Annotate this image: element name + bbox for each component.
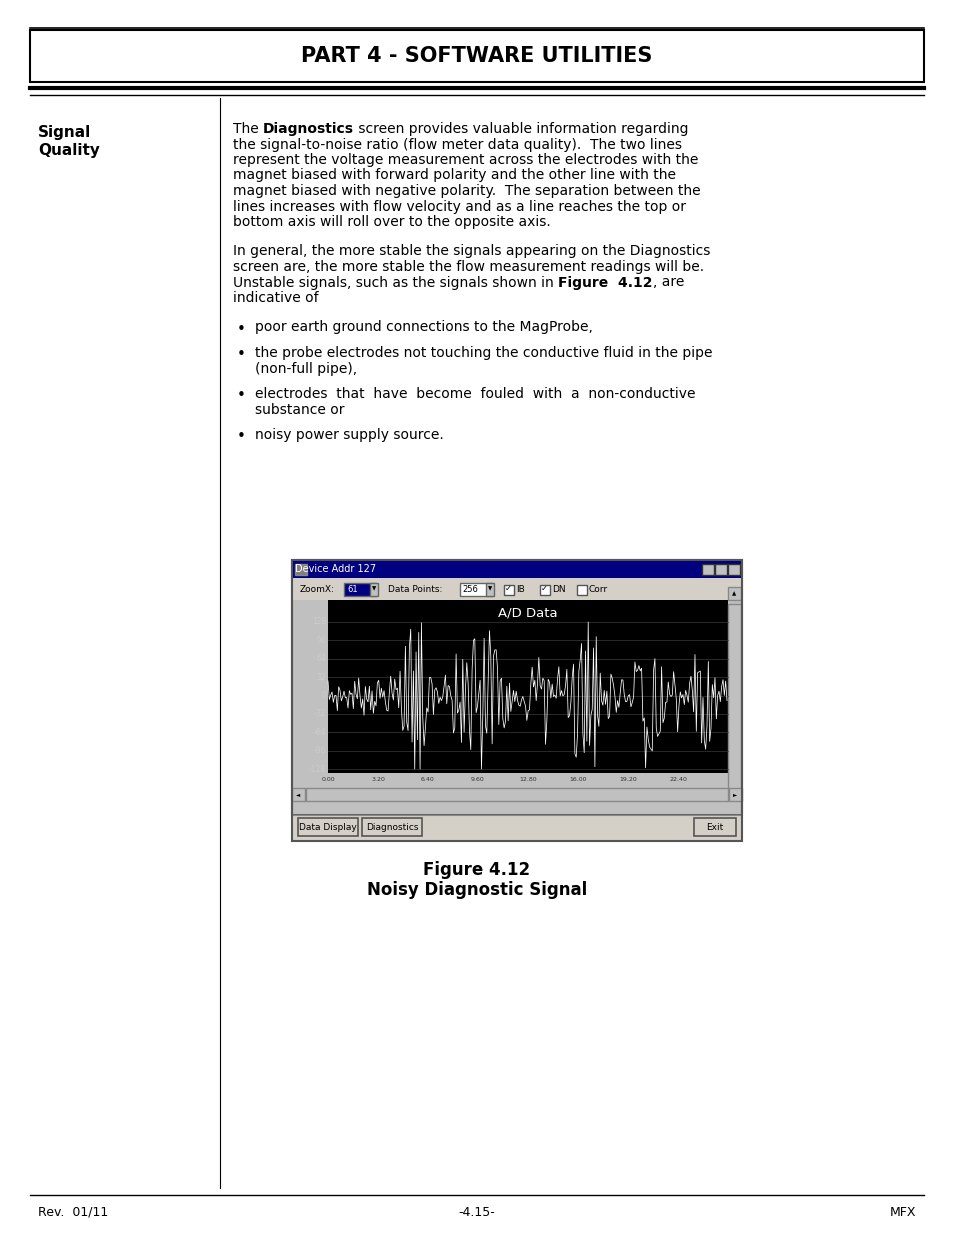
Text: (non-full pipe),: (non-full pipe), <box>254 362 356 375</box>
Text: magnet biased with negative polarity.  The separation between the: magnet biased with negative polarity. Th… <box>233 184 700 198</box>
Text: ✓: ✓ <box>540 583 547 593</box>
Text: ▼: ▼ <box>488 587 492 592</box>
Text: Data Points:: Data Points: <box>388 584 442 594</box>
Bar <box>727 604 740 790</box>
Bar <box>701 564 713 576</box>
Text: The: The <box>233 122 263 136</box>
Text: •: • <box>236 321 246 336</box>
Bar <box>292 559 741 815</box>
Text: IB: IB <box>516 584 524 594</box>
Bar <box>361 818 421 836</box>
Text: indicative of: indicative of <box>233 291 318 305</box>
Bar <box>727 564 740 576</box>
Text: electrodes  that  have  become  fouled  with  a  non-conductive: electrodes that have become fouled with … <box>254 387 695 401</box>
Text: poor earth ground connections to the MagProbe,: poor earth ground connections to the Mag… <box>254 321 592 335</box>
Text: , are: , are <box>652 275 683 289</box>
Text: 128: 128 <box>312 618 326 626</box>
Text: 16.00: 16.00 <box>569 777 586 782</box>
Text: -4.15-: -4.15- <box>458 1205 495 1219</box>
Text: 61: 61 <box>347 584 357 594</box>
Text: noisy power supply source.: noisy power supply source. <box>254 429 443 442</box>
Text: Figure 4.12: Figure 4.12 <box>423 861 530 879</box>
Text: -32: -32 <box>314 709 326 719</box>
Text: •: • <box>236 347 246 362</box>
Text: A/D Data: A/D Data <box>497 606 558 620</box>
Text: Data Display: Data Display <box>299 823 356 831</box>
Text: ▼: ▼ <box>372 587 375 592</box>
Text: 22.40: 22.40 <box>668 777 686 782</box>
Text: PART 4 - SOFTWARE UTILITIES: PART 4 - SOFTWARE UTILITIES <box>301 46 652 65</box>
Text: Diagnostics: Diagnostics <box>365 823 417 831</box>
Text: Figure  4.12: Figure 4.12 <box>558 275 652 289</box>
Text: 256: 256 <box>461 584 477 594</box>
Bar <box>292 578 741 600</box>
Text: lines increases with flow velocity and as a line reaches the top or: lines increases with flow velocity and a… <box>233 200 685 214</box>
Bar <box>693 818 735 836</box>
Text: Diagnostics: Diagnostics <box>263 122 354 136</box>
Bar <box>297 818 357 836</box>
Text: 9.60: 9.60 <box>471 777 484 782</box>
Bar <box>728 788 741 802</box>
Bar <box>344 583 375 597</box>
Bar <box>727 587 740 600</box>
Text: ZoomX:: ZoomX: <box>299 584 335 594</box>
Text: ►: ► <box>732 793 737 798</box>
Text: -96: -96 <box>314 746 326 755</box>
Text: 96: 96 <box>315 636 326 645</box>
Bar <box>292 788 305 802</box>
Text: Signal: Signal <box>38 125 91 140</box>
Text: Rev.  01/11: Rev. 01/11 <box>38 1205 108 1219</box>
Bar <box>328 600 727 773</box>
Text: 0: 0 <box>321 692 326 700</box>
Bar <box>577 585 586 595</box>
Bar <box>370 583 377 597</box>
Text: the probe electrodes not touching the conductive fluid in the pipe: the probe electrodes not touching the co… <box>254 346 712 359</box>
Text: 0.00: 0.00 <box>321 777 335 782</box>
Text: 6.40: 6.40 <box>420 777 435 782</box>
Text: 19.20: 19.20 <box>618 777 637 782</box>
Text: •: • <box>236 388 246 403</box>
Bar <box>292 559 741 578</box>
Text: Unstable signals, such as the signals shown in: Unstable signals, such as the signals sh… <box>233 275 558 289</box>
Text: ✓: ✓ <box>504 583 512 593</box>
Bar <box>294 564 307 576</box>
Text: Exit: Exit <box>705 823 723 831</box>
Text: ◄: ◄ <box>295 793 300 798</box>
Text: screen are, the more stable the flow measurement readings will be.: screen are, the more stable the flow mea… <box>233 261 703 274</box>
Text: magnet biased with forward polarity and the other line with the: magnet biased with forward polarity and … <box>233 168 676 183</box>
Text: substance or: substance or <box>254 403 344 416</box>
Text: Device Addr 127: Device Addr 127 <box>294 564 375 574</box>
Text: ▲: ▲ <box>731 592 736 597</box>
Text: -64: -64 <box>314 727 326 737</box>
Bar <box>485 583 494 597</box>
Bar <box>503 585 514 595</box>
Bar <box>459 583 492 597</box>
Text: screen provides valuable information regarding: screen provides valuable information reg… <box>354 122 688 136</box>
Bar <box>30 30 923 82</box>
Bar <box>292 559 741 841</box>
Text: -128: -128 <box>309 764 326 773</box>
Text: 32: 32 <box>316 673 326 682</box>
Text: 64: 64 <box>315 655 326 663</box>
Bar <box>539 585 550 595</box>
Text: 3.20: 3.20 <box>371 777 384 782</box>
Text: MFX: MFX <box>888 1205 915 1219</box>
Text: •: • <box>236 429 246 445</box>
Text: 12.80: 12.80 <box>518 777 537 782</box>
Text: represent the voltage measurement across the electrodes with the: represent the voltage measurement across… <box>233 153 698 167</box>
Bar <box>306 788 727 802</box>
Text: the signal-to-noise ratio (flow meter data quality).  The two lines: the signal-to-noise ratio (flow meter da… <box>233 137 681 152</box>
Text: Corr: Corr <box>588 584 607 594</box>
Text: In general, the more stable the signals appearing on the Diagnostics: In general, the more stable the signals … <box>233 245 710 258</box>
Bar <box>714 564 726 576</box>
Bar <box>292 815 741 841</box>
Text: bottom axis will roll over to the opposite axis.: bottom axis will roll over to the opposi… <box>233 215 550 228</box>
Text: Quality: Quality <box>38 143 100 158</box>
Text: DN: DN <box>552 584 565 594</box>
Text: Noisy Diagnostic Signal: Noisy Diagnostic Signal <box>367 881 586 899</box>
